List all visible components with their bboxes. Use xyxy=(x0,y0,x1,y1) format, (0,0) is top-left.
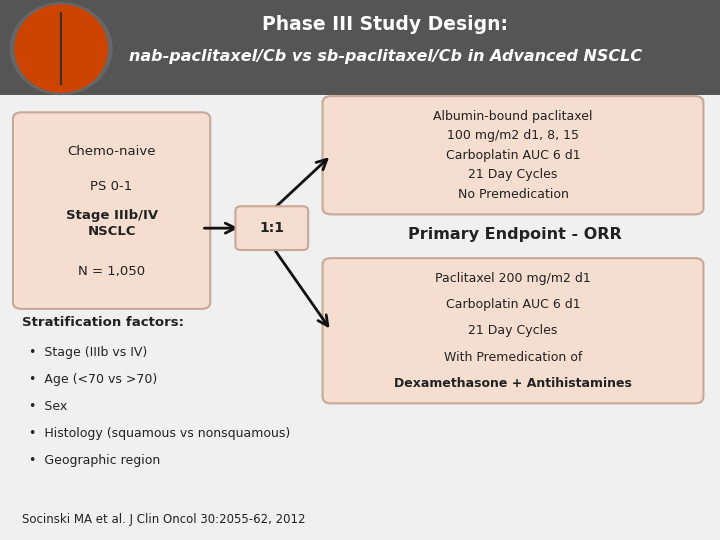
Ellipse shape xyxy=(14,4,108,93)
Text: •  Age (<70 vs >70): • Age (<70 vs >70) xyxy=(29,373,157,386)
Text: Primary Endpoint - ORR: Primary Endpoint - ORR xyxy=(408,227,621,242)
Bar xyxy=(0,0,720,94)
Text: Stratification factors:: Stratification factors: xyxy=(22,316,184,329)
Text: •  Sex: • Sex xyxy=(29,400,67,413)
Text: Stage IIIb/IV
NSCLC: Stage IIIb/IV NSCLC xyxy=(66,209,158,238)
FancyBboxPatch shape xyxy=(323,96,703,214)
Text: 1:1: 1:1 xyxy=(259,221,284,235)
Ellipse shape xyxy=(9,2,113,95)
Text: 21 Day Cycles: 21 Day Cycles xyxy=(468,168,558,181)
Text: With Premedication of: With Premedication of xyxy=(444,350,582,363)
FancyBboxPatch shape xyxy=(13,112,210,309)
Text: 100 mg/m2 d1, 8, 15: 100 mg/m2 d1, 8, 15 xyxy=(447,129,579,142)
Text: Carboplatin AUC 6 d1: Carboplatin AUC 6 d1 xyxy=(446,148,580,162)
Text: Chemo-naive: Chemo-naive xyxy=(68,145,156,158)
Text: No Premedication: No Premedication xyxy=(458,188,568,201)
Text: •  Histology (squamous vs nonsquamous): • Histology (squamous vs nonsquamous) xyxy=(29,427,290,440)
Text: •  Stage (IIIb vs IV): • Stage (IIIb vs IV) xyxy=(29,346,147,359)
Text: Socinski MA et al. J Clin Oncol 30:2055-62, 2012: Socinski MA et al. J Clin Oncol 30:2055-… xyxy=(22,514,305,526)
Text: nab-paclitaxel/Cb vs sb-paclitaxel/Cb in Advanced NSCLC: nab-paclitaxel/Cb vs sb-paclitaxel/Cb in… xyxy=(129,49,642,64)
Text: Paclitaxel 200 mg/m2 d1: Paclitaxel 200 mg/m2 d1 xyxy=(435,272,591,285)
Text: •  Geographic region: • Geographic region xyxy=(29,454,160,467)
Text: 21 Day Cycles: 21 Day Cycles xyxy=(468,324,558,338)
FancyBboxPatch shape xyxy=(235,206,308,250)
Text: Phase III Study Design:: Phase III Study Design: xyxy=(262,15,508,34)
Text: Carboplatin AUC 6 d1: Carboplatin AUC 6 d1 xyxy=(446,298,580,311)
Text: Albumin-bound paclitaxel: Albumin-bound paclitaxel xyxy=(433,110,593,123)
Text: PS 0-1: PS 0-1 xyxy=(91,180,132,193)
Text: Dexamethasone + Antihistamines: Dexamethasone + Antihistamines xyxy=(394,377,632,390)
FancyBboxPatch shape xyxy=(323,258,703,403)
Text: N = 1,050: N = 1,050 xyxy=(78,265,145,278)
